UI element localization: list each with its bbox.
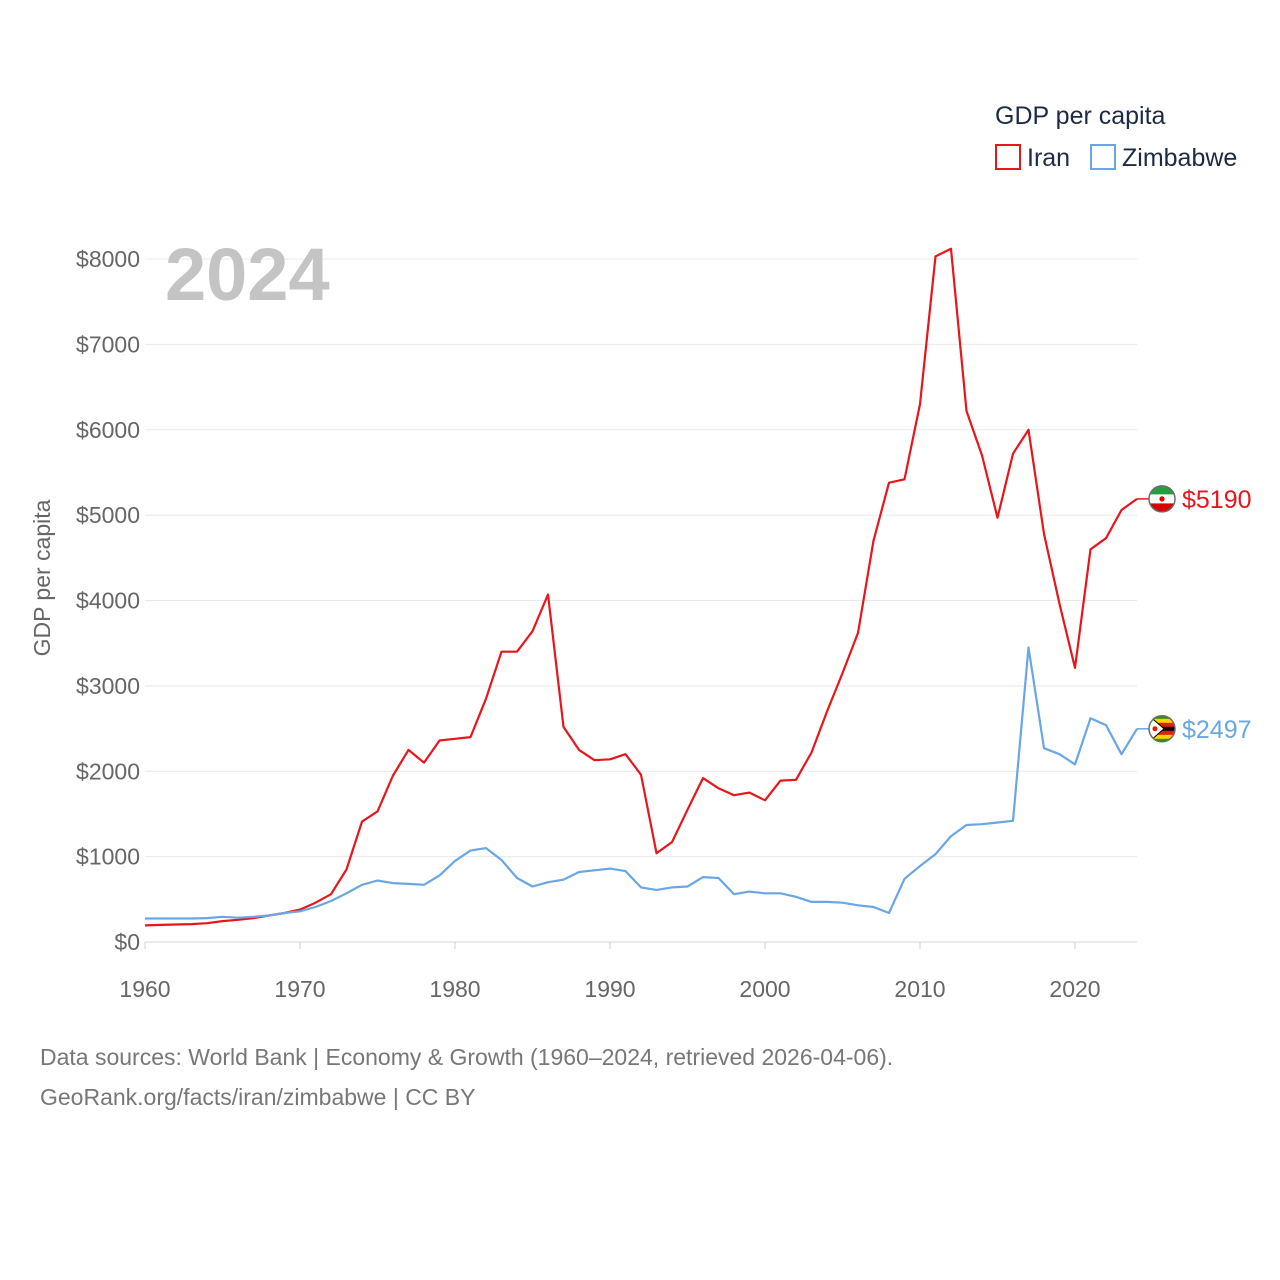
zimbabwe-flag-icon — [1148, 715, 1176, 743]
year-label: 2024 — [165, 233, 330, 316]
footer-credit: GeoRank.org/facts/iran/zimbabwe | CC BY — [40, 1084, 476, 1110]
y-axis-ticks: $0 $1000 $2000 $3000 $4000 $5000 $6000 $7000 $80… — [76, 246, 140, 955]
legend: GDP per capita Iran Zimbabwe — [995, 102, 1237, 172]
x-tick-label: 1980 — [429, 976, 480, 1002]
x-tick-label: 2020 — [1049, 976, 1100, 1002]
x-tick-label: 1960 — [119, 976, 170, 1002]
footer-sources: Data sources: World Bank | Economy & Gro… — [40, 1044, 894, 1070]
y-tick-label: $5000 — [76, 502, 140, 528]
y-tick-label: $6000 — [76, 417, 140, 443]
y-tick-label: $4000 — [76, 588, 140, 614]
x-tick-label: 2010 — [894, 976, 945, 1002]
x-axis-ticks: 1960 1970 1980 1990 2000 2010 2020 — [119, 942, 1101, 1002]
x-tick-label: 1990 — [584, 976, 635, 1002]
legend-swatch-zimbabwe — [1090, 144, 1116, 170]
legend-swatch-iran — [995, 144, 1021, 170]
legend-label-zimbabwe: Zimbabwe — [1122, 144, 1237, 172]
y-tick-label: $0 — [114, 929, 140, 955]
legend-title: GDP per capita — [995, 102, 1166, 130]
y-axis-label: GDP per capita — [29, 499, 55, 656]
y-tick-label: $1000 — [76, 844, 140, 870]
series-end-labels: $5190 $2497 — [1137, 485, 1252, 744]
legend-label-iran: Iran — [1027, 144, 1070, 172]
y-tick-label: $8000 — [76, 246, 140, 272]
y-tick-label: $7000 — [76, 331, 140, 357]
x-tick-label: 1970 — [274, 976, 325, 1002]
iran-flag-icon — [1148, 485, 1176, 513]
y-tick-label: $2000 — [76, 758, 140, 784]
end-value-zimbabwe: $2497 — [1182, 716, 1252, 744]
chart-series — [144, 247, 1138, 927]
end-value-iran: $5190 — [1182, 486, 1252, 514]
x-tick-label: 2000 — [739, 976, 790, 1002]
series-line-iran — [144, 247, 1138, 927]
series-line-zimbabwe — [145, 646, 1138, 920]
gdp-line-chart: $0 $1000 $2000 $3000 $4000 $5000 $6000 $7000 $80… — [29, 102, 1252, 1002]
chart-gridlines — [145, 258, 1137, 943]
y-tick-label: $3000 — [76, 673, 140, 699]
